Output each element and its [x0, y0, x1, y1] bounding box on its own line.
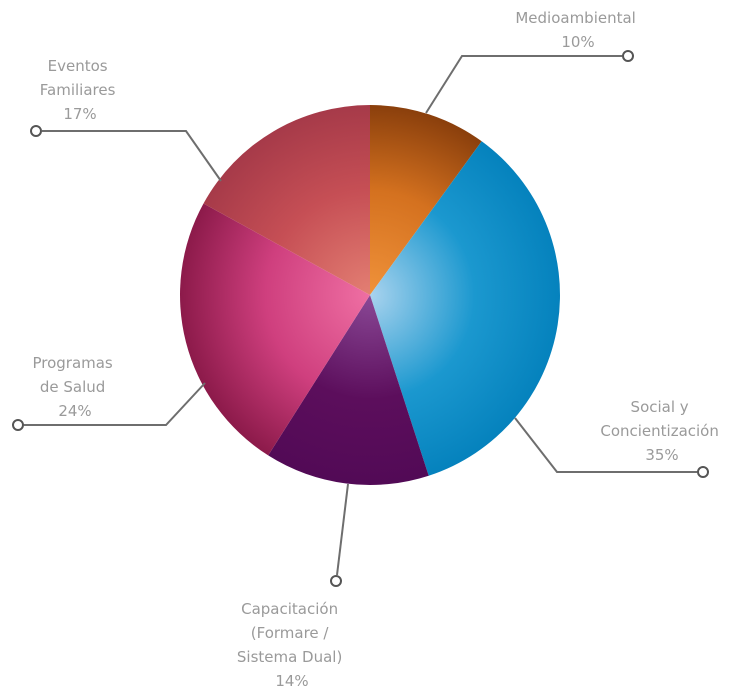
label-medioambiental-pct: 10%	[561, 33, 594, 51]
leader-dot-social-y-concientizacion	[697, 466, 709, 478]
label-social-pct: 35%	[645, 446, 678, 464]
leader-line-medioambiental	[425, 55, 622, 114]
label-capacitacion-line1: Capacitación	[241, 600, 338, 618]
label-capacitacion-pct: 14%	[275, 672, 308, 690]
pie-slice-eventos-familiares	[203, 105, 370, 295]
label-social-line2: Concientización	[600, 422, 719, 440]
label-medioambiental-name: Medioambiental	[515, 9, 636, 27]
pie-slice-capacitacion-formare-sistema-dual	[268, 295, 429, 485]
leader-dot-medioambiental	[622, 50, 634, 62]
leader-line-social-y-concientizacion	[514, 417, 697, 473]
label-programas-pct: 24%	[58, 402, 91, 420]
pie-slice-programas-de-salud	[180, 203, 370, 456]
label-capacitacion-line3: Sistema Dual)	[237, 648, 342, 666]
leader-line-eventos-familiares	[42, 130, 222, 182]
label-eventos-familiares: Eventos Familiares 17%	[40, 57, 120, 123]
label-social: Social y Concientización 35%	[600, 398, 723, 464]
leader-dot-eventos-familiares	[30, 125, 42, 137]
pie-slice-medioambiental	[370, 105, 482, 295]
label-medioambiental: Medioambiental 10%	[515, 9, 640, 51]
pie-slices	[180, 105, 560, 485]
label-capacitacion-line2: (Formare /	[251, 624, 330, 642]
leader-line-programas-de-salud	[24, 382, 206, 426]
pie-slice-social-y-concientizacion	[370, 141, 560, 476]
leader-line-capacitacion-formare-sistema-dual	[336, 483, 349, 576]
label-programas-line2: de Salud	[40, 378, 105, 396]
label-eventos-line1: Eventos	[48, 57, 108, 75]
label-capacitacion: Capacitación (Formare / Sistema Dual) 14…	[237, 600, 347, 690]
label-programas-salud: Programas de Salud 24%	[32, 354, 117, 420]
label-social-line1: Social y	[631, 398, 689, 416]
label-eventos-line2: Familiares	[40, 81, 116, 99]
label-eventos-pct: 17%	[63, 105, 96, 123]
leader-lines	[12, 50, 709, 587]
leader-dot-programas-de-salud	[12, 419, 24, 431]
leader-dot-capacitacion-formare-sistema-dual	[330, 575, 342, 587]
label-programas-line1: Programas	[32, 354, 112, 372]
